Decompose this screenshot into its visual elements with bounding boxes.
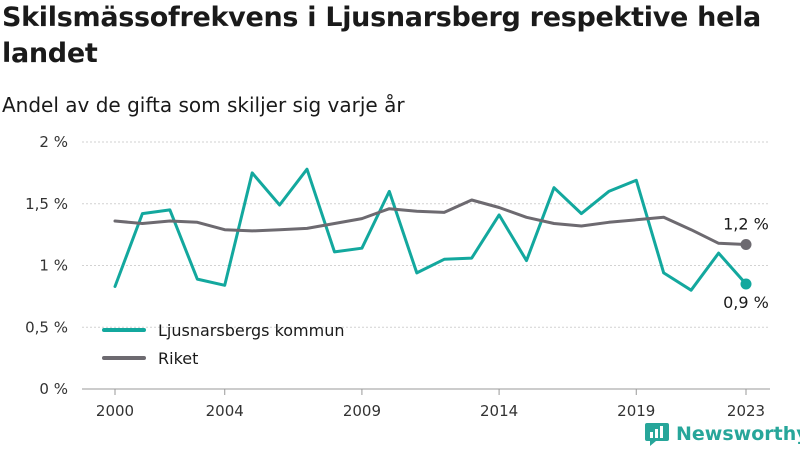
endpoint-dot-riket (740, 239, 752, 251)
brand-name: Newsworthy (676, 423, 800, 445)
x-tick-label: 2019 (617, 402, 655, 420)
series-line-riket (113, 198, 748, 246)
x-tick-label: 2023 (727, 402, 765, 420)
y-tick-label: 0,5 % (25, 318, 68, 336)
end-label-ljusnarsberg: 0,9 % (723, 293, 769, 312)
endpoint-dot-ljusnarsberg (740, 278, 752, 290)
chart-subtitle: Andel av de gifta som skiljer sig varje … (2, 93, 405, 117)
x-tick-label: 2004 (206, 402, 244, 420)
legend-label: Riket (158, 349, 198, 368)
chart-title: Skilsmässofrekvens i Ljusnarsberg respek… (2, 2, 761, 69)
y-tick-label: 2 % (39, 133, 68, 151)
series-lines (113, 167, 748, 292)
brand-logo: Newsworthy (644, 420, 800, 448)
y-tick-label: 0 % (39, 380, 68, 398)
x-tick-label: 2000 (96, 402, 134, 420)
y-tick-label: 1,5 % (25, 195, 68, 213)
end-label-riket: 1,2 % (723, 215, 769, 234)
series-line-ljusnarsberg (113, 167, 748, 292)
y-tick-label: 1 % (39, 257, 68, 275)
newsworthy-logo-icon (645, 423, 669, 446)
x-axis: 2000 2004 2009 2014 2019 2023 (96, 389, 765, 420)
legend-label: Ljusnarsbergs kommun (158, 321, 345, 340)
series-endpoints: 0,9 % 1,2 % (723, 215, 769, 313)
grid-lines (82, 141, 770, 390)
legend: Ljusnarsbergs kommun Riket (102, 321, 345, 368)
y-axis-ticks: 0 % 0,5 % 1 % 1,5 % 2 % (25, 133, 68, 398)
x-tick-label: 2014 (480, 402, 518, 420)
x-tick-label: 2009 (343, 402, 381, 420)
